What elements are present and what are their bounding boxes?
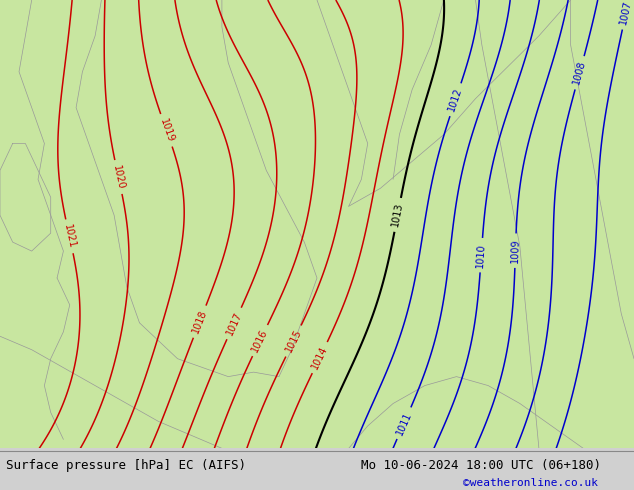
Text: Surface pressure [hPa] EC (AIFS): Surface pressure [hPa] EC (AIFS) <box>6 459 247 472</box>
Text: 1010: 1010 <box>476 243 487 268</box>
Text: 1013: 1013 <box>391 202 405 228</box>
Text: 1020: 1020 <box>111 164 126 190</box>
Text: 1015: 1015 <box>283 328 304 354</box>
Text: 1011: 1011 <box>394 410 413 437</box>
Text: 1018: 1018 <box>191 308 209 335</box>
Text: 1008: 1008 <box>572 60 588 86</box>
Text: 1016: 1016 <box>250 327 270 354</box>
Text: 1019: 1019 <box>158 117 175 144</box>
Text: 1021: 1021 <box>62 223 77 249</box>
Text: 1017: 1017 <box>224 310 243 337</box>
Text: 1009: 1009 <box>510 238 521 263</box>
Text: 1007: 1007 <box>619 0 633 25</box>
Text: 1012: 1012 <box>447 86 464 113</box>
Text: ©weatheronline.co.uk: ©weatheronline.co.uk <box>463 478 598 488</box>
Text: Mo 10-06-2024 18:00 UTC (06+180): Mo 10-06-2024 18:00 UTC (06+180) <box>361 459 602 472</box>
Text: 1014: 1014 <box>310 344 330 371</box>
